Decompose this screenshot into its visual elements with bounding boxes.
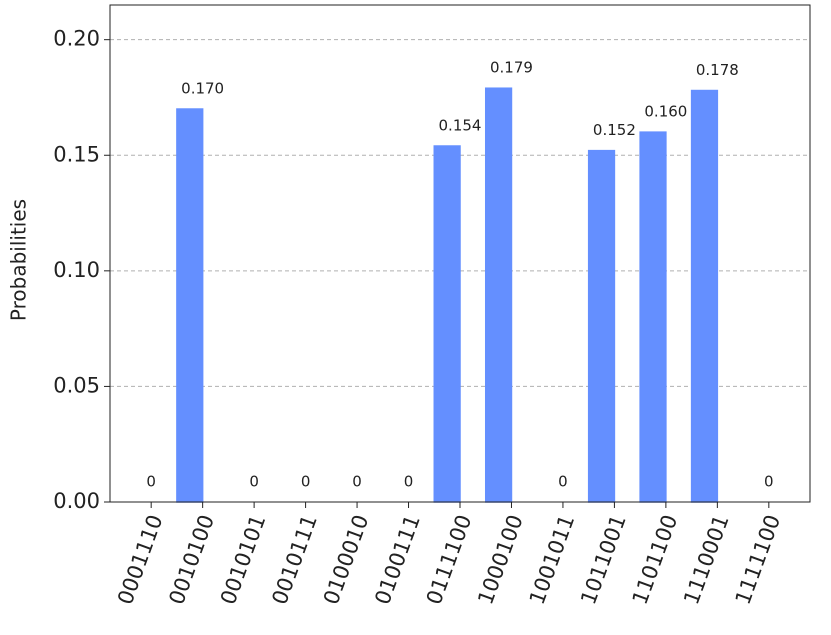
x-tick-label: 0001110	[113, 512, 168, 608]
x-tick-label: 1101100	[628, 512, 683, 608]
y-tick-label: 0.05	[53, 373, 100, 397]
value-label: 0	[764, 473, 774, 491]
value-label: 0.152	[593, 121, 636, 139]
bar	[639, 131, 667, 503]
value-label: 0.170	[181, 80, 224, 98]
y-axis-label: Probabilities	[7, 199, 31, 321]
bar	[433, 145, 461, 503]
bar	[484, 87, 513, 503]
x-tick-label: 1111100	[731, 512, 786, 608]
y-tick-label: 0.15	[53, 142, 100, 166]
x-tick-label: 1011001	[576, 512, 631, 608]
y-tick-label: 0.10	[53, 258, 100, 282]
bar	[587, 149, 616, 503]
value-label: 0	[146, 473, 156, 491]
x-tick-label: 0100111	[370, 512, 425, 608]
x-tick-label: 1001011	[525, 512, 580, 608]
x-tick-label: 1000100	[473, 512, 528, 608]
x-tick-label: 0010100	[164, 512, 219, 608]
value-label: 0.179	[490, 59, 533, 77]
bar	[176, 108, 204, 503]
y-tick-label: 0.00	[53, 489, 100, 513]
value-label: 0	[249, 473, 259, 491]
x-tick-label: 0010111	[267, 512, 322, 608]
value-label: 0.178	[696, 61, 739, 79]
value-label: 0.160	[644, 103, 687, 121]
value-label: 0	[558, 473, 568, 491]
value-label: 0	[352, 473, 362, 491]
value-label: 0	[301, 473, 311, 491]
bar	[690, 89, 719, 503]
x-tick-label: 0010101	[216, 512, 271, 608]
x-tick-label: 0111100	[422, 512, 477, 608]
y-tick-label: 0.20	[53, 27, 100, 51]
plot-frame	[109, 4, 811, 503]
x-tick-label: 0100010	[319, 512, 374, 608]
value-label: 0.154	[439, 117, 482, 135]
value-label: 0	[404, 473, 414, 491]
x-tick-label: 1110001	[679, 512, 734, 608]
